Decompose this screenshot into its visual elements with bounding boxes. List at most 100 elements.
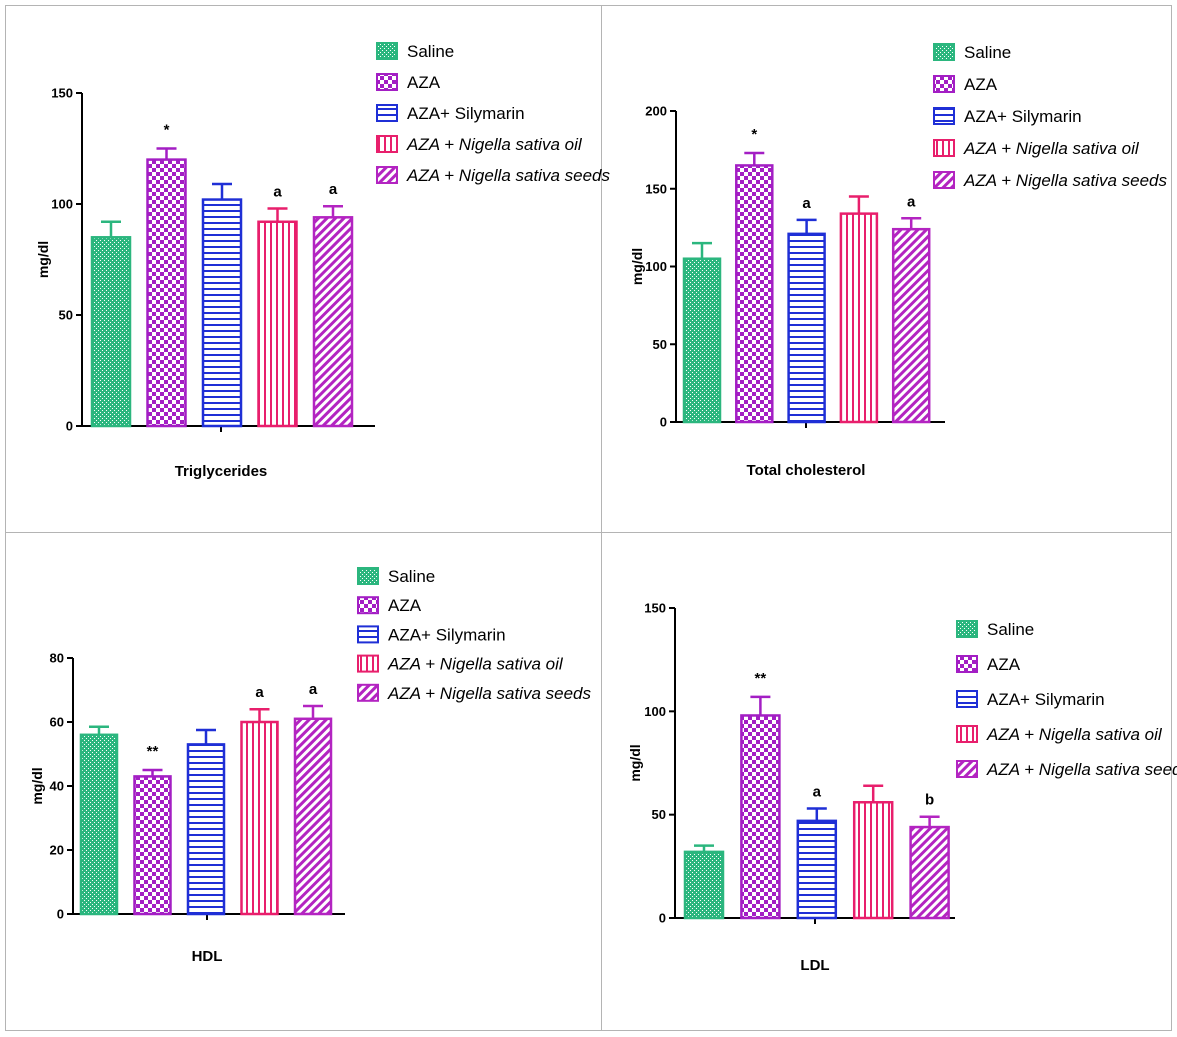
y-tick-label: 100: [644, 704, 666, 719]
y-axis-label: mg/dl: [629, 248, 645, 285]
y-tick-label: 100: [51, 197, 73, 212]
y-axis-label: mg/dl: [35, 241, 51, 278]
legend-swatch: [376, 135, 398, 153]
bar-aza-nigella-sativa-oil: [852, 801, 894, 920]
bar-aza-silymarin: [201, 198, 243, 428]
legend-swatch: [933, 171, 955, 189]
y-tick-label: 150: [51, 86, 73, 101]
bar-aza: [146, 158, 187, 428]
significance-mark: a: [907, 193, 916, 210]
legend-label: AZA+ Silymarin: [407, 104, 525, 123]
legend-swatch: [376, 42, 398, 60]
bar-aza-silymarin: [787, 232, 826, 424]
chart-panel-3: 0 20 40 60 80 mg/dl HDL ** a a Saline AZA AZA+ Silym…: [29, 567, 591, 965]
legend-swatch: [357, 654, 379, 673]
y-tick-label: 0: [660, 415, 667, 430]
legend-label: AZA+ Silymarin: [964, 107, 1082, 126]
x-axis-title: HDL: [192, 948, 223, 965]
legend: Saline AZA AZA+ Silymarin AZA + Nigella sat…: [933, 43, 1167, 190]
x-axis-title: LDL: [800, 957, 829, 974]
bar-aza-nigella-sativa-oil: [240, 720, 279, 916]
significance-mark: b: [925, 792, 934, 809]
chart-panel-2: 0 50 100 150 200 mg/dl Total cholesterol * a a Sal…: [629, 43, 1167, 479]
significance-mark: *: [164, 122, 170, 139]
bar-aza-nigella-sativa-oil: [839, 212, 879, 424]
legend-label: Saline: [388, 567, 435, 586]
legend: Saline AZA AZA+ Silymarin AZA + Nigella sat…: [357, 567, 591, 703]
x-axis-title: Total cholesterol: [747, 462, 866, 479]
significance-mark: **: [147, 743, 159, 760]
y-tick-label: 100: [645, 259, 667, 274]
legend-swatch: [956, 655, 978, 673]
y-tick-label: 0: [57, 907, 64, 922]
y-tick-label: 0: [66, 419, 73, 434]
panel-divider-vertical: [601, 5, 602, 1031]
significance-mark: a: [329, 181, 338, 198]
legend-label: Saline: [987, 620, 1034, 639]
legend-label: Saline: [964, 43, 1011, 62]
y-tick-label: 50: [652, 807, 666, 822]
bar-aza: [740, 714, 781, 920]
legend-label: AZA + Nigella sativa oil: [406, 135, 583, 154]
legend-swatch: [933, 75, 955, 93]
legend-label: AZA + Nigella sativa seeds: [406, 166, 610, 185]
legend-swatch: [956, 690, 978, 708]
significance-mark: a: [813, 783, 822, 800]
legend-label: AZA + Nigella sativa seeds: [986, 760, 1177, 779]
legend-label: Saline: [407, 42, 454, 61]
y-tick-label: 60: [50, 715, 64, 730]
bar-aza-nigella-sativa-seeds: [909, 825, 950, 920]
figure-frame: [5, 5, 1172, 1031]
legend: Saline AZA AZA+ Silymarin AZA + Nigella sat…: [956, 620, 1177, 779]
bar-aza: [133, 775, 172, 916]
significance-mark: a: [802, 195, 811, 212]
legend-swatch: [376, 73, 398, 91]
bar-aza-nigella-sativa-seeds: [312, 216, 354, 428]
legend-label: AZA + Nigella sativa seeds: [963, 171, 1167, 190]
legend-label: AZA+ Silymarin: [987, 690, 1105, 709]
panel-divider-horizontal: [5, 532, 1172, 533]
legend-swatch: [357, 567, 379, 585]
legend-swatch: [357, 625, 379, 644]
significance-mark: *: [751, 126, 757, 143]
legend-label: AZA: [388, 596, 422, 615]
legend-swatch: [956, 620, 978, 638]
significance-mark: **: [755, 670, 767, 687]
legend-swatch: [933, 139, 955, 157]
legend-swatch: [357, 596, 379, 615]
legend-swatch: [376, 166, 398, 184]
bar-saline: [90, 236, 132, 428]
y-tick-label: 150: [644, 601, 666, 616]
legend-label: AZA: [964, 75, 998, 94]
legend-label: AZA + Nigella sativa oil: [986, 725, 1163, 744]
y-tick-label: 20: [50, 843, 64, 858]
legend: Saline AZA AZA+ Silymarin AZA + Nigella sat…: [376, 42, 610, 185]
bar-saline: [79, 733, 119, 916]
bar-saline: [683, 850, 725, 920]
significance-mark: a: [309, 681, 318, 698]
y-axis-label: mg/dl: [29, 767, 45, 804]
y-tick-label: 200: [645, 104, 667, 119]
x-axis-title: Triglycerides: [175, 463, 268, 480]
legend-label: AZA+ Silymarin: [388, 625, 506, 644]
chart-panel-4: 0 50 100 150 mg/dl LDL ** a b Saline AZA AZA+ Silym…: [627, 601, 1177, 975]
y-tick-label: 50: [59, 308, 73, 323]
bar-saline: [682, 257, 722, 424]
bar-aza-nigella-sativa-seeds: [293, 717, 333, 916]
significance-mark: a: [273, 183, 282, 200]
y-axis-label: mg/dl: [627, 744, 643, 781]
legend-swatch: [956, 725, 978, 743]
y-tick-label: 40: [50, 779, 64, 794]
legend-label: AZA + Nigella sativa seeds: [387, 684, 591, 703]
legend-swatch: [933, 43, 955, 61]
legend-swatch: [376, 104, 398, 122]
legend-swatch: [357, 683, 379, 702]
significance-mark: a: [255, 684, 264, 701]
legend-label: AZA + Nigella sativa oil: [963, 139, 1140, 158]
legend-label: AZA + Nigella sativa oil: [387, 655, 564, 674]
y-tick-label: 0: [659, 911, 666, 926]
legend-swatch: [933, 107, 955, 125]
bar-aza-nigella-sativa-seeds: [891, 227, 931, 424]
chart-panel-1: 0 50 100 150 mg/dl Triglycerides * a a Saline AZA A…: [35, 42, 610, 480]
